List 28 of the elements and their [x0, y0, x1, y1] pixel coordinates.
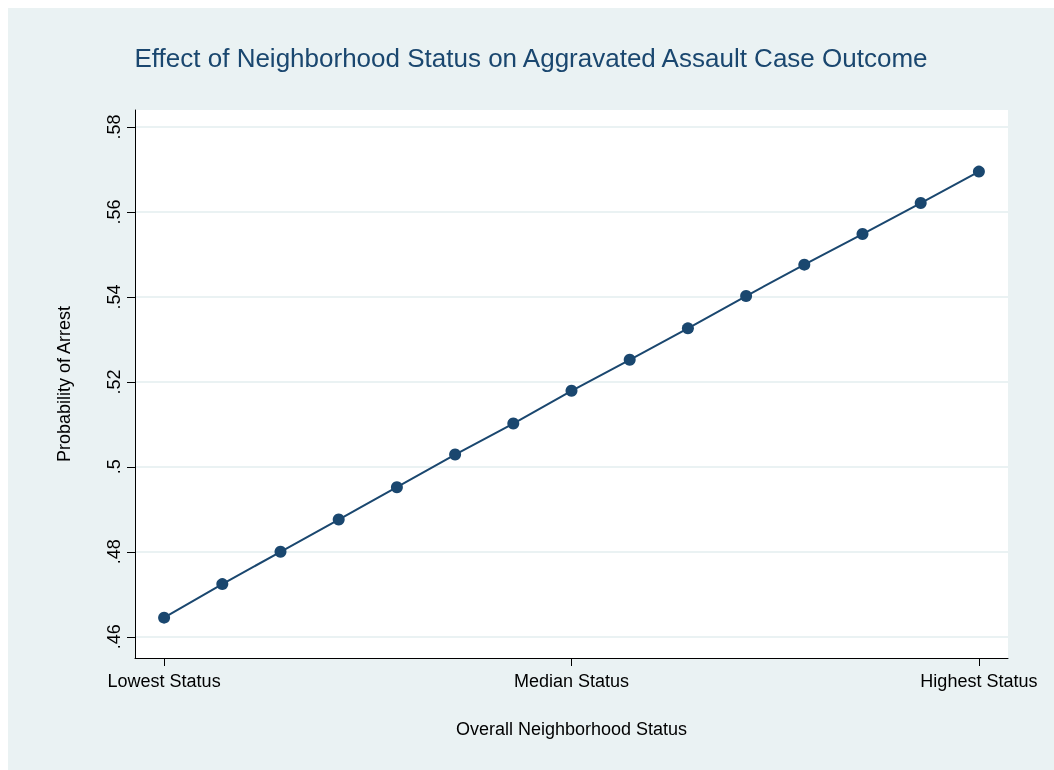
point [623, 353, 636, 366]
x-tick-label: Highest Status [920, 671, 1038, 691]
y-tick-label: .46 [104, 624, 124, 650]
point [332, 513, 345, 526]
point [740, 290, 753, 303]
x-tick-label: Median Status [513, 671, 630, 691]
chart-title: Effect of Neighborhood Status on Aggravated Assault Case Outcome [134, 43, 928, 73]
point [914, 197, 927, 210]
y-tick-label: .52 [104, 369, 124, 395]
point [216, 578, 229, 591]
y-tick-label: .56 [104, 199, 124, 225]
y-tick-label: .5 [104, 459, 124, 475]
point [798, 258, 811, 271]
point [856, 228, 869, 241]
point [274, 545, 287, 558]
x-tick-label: Lowest Status [107, 671, 221, 691]
y-tick-label: .58 [104, 114, 124, 140]
y-tick-label: .48 [104, 539, 124, 565]
x-axis-title: Overall Neighborhood Status [455, 719, 688, 739]
y-tick-label: .54 [104, 284, 124, 310]
point [972, 165, 985, 178]
point [565, 384, 578, 397]
point [390, 481, 403, 494]
point [158, 611, 171, 624]
point [681, 322, 694, 335]
point [507, 417, 520, 430]
point [449, 448, 462, 461]
y-axis-title: Probability of Arrest [54, 305, 74, 463]
